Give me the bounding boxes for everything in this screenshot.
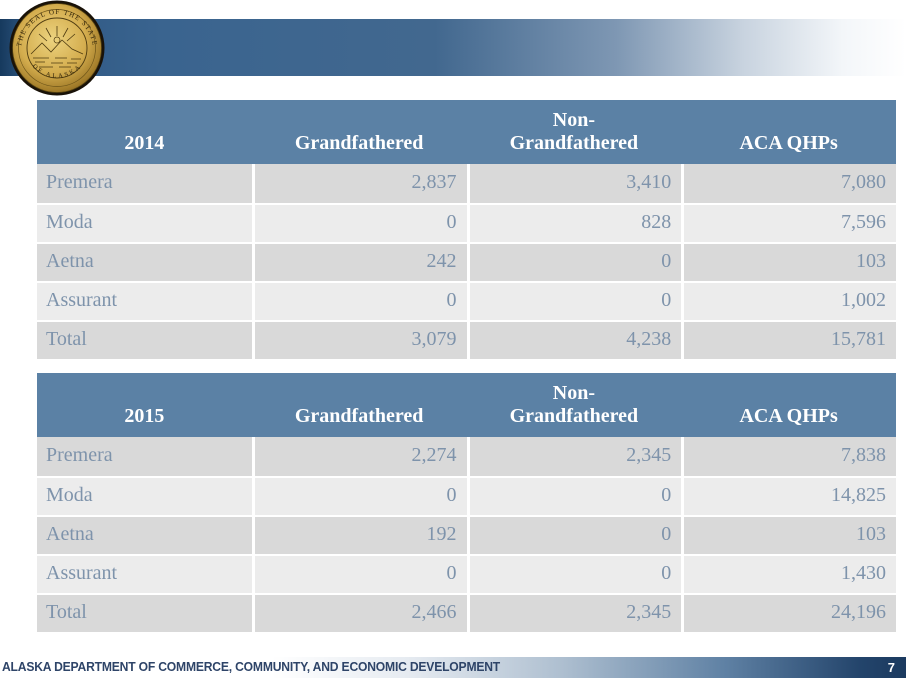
carrier-name-cell: Moda xyxy=(37,203,252,242)
non-grandfathered-column-header: Non- Grandfathered xyxy=(466,373,682,437)
table-2015-body: Premera 2,274 2,345 7,838 Moda 0 0 14,82… xyxy=(37,437,896,632)
non-grandfathered-column-header: Non- Grandfathered xyxy=(466,100,682,164)
grandfathered-value-cell: 2,274 xyxy=(251,437,467,476)
header-row: 2015 Grandfathered Non- Grandfathered AC… xyxy=(37,373,896,437)
aca-qhps-value-cell: 1,002 xyxy=(681,281,896,320)
carrier-name-cell: Aetna xyxy=(37,242,252,281)
aca-qhps-column-header: ACA QHPs xyxy=(681,100,896,164)
table-row-aetna: Aetna 242 0 103 xyxy=(37,242,896,281)
table-row-moda: Moda 0 0 14,825 xyxy=(37,476,896,515)
aca-qhps-value-cell: 7,596 xyxy=(681,203,896,242)
aca-qhps-column-header: ACA QHPs xyxy=(681,373,896,437)
table-row-aetna: Aetna 192 0 103 xyxy=(37,515,896,554)
aca-qhps-total-cell: 15,781 xyxy=(681,320,896,359)
total-label-cell: Total xyxy=(37,593,252,632)
table-row-total: Total 3,079 4,238 15,781 xyxy=(37,320,896,359)
footer-department-name: ALASKA DEPARTMENT OF COMMERCE, COMMUNITY… xyxy=(2,660,501,674)
slide-page-number: 7 xyxy=(887,660,895,675)
table-row-premera: Premera 2,837 3,410 7,080 xyxy=(37,164,896,203)
non-grandfathered-value-cell: 3,410 xyxy=(466,164,682,203)
aca-qhps-value-cell: 7,080 xyxy=(681,164,896,203)
grandfathered-value-cell: 0 xyxy=(251,281,467,320)
table-row-assurant: Assurant 0 0 1,430 xyxy=(37,554,896,593)
carrier-name-cell: Premera xyxy=(37,437,252,476)
non-grandfathered-value-cell: 0 xyxy=(466,515,682,554)
table-2014-body: Premera 2,837 3,410 7,080 Moda 0 828 7,5… xyxy=(37,164,896,359)
grandfathered-total-cell: 2,466 xyxy=(251,593,467,632)
year-header: 2015 xyxy=(37,373,252,437)
table-row-assurant: Assurant 0 0 1,002 xyxy=(37,281,896,320)
non-grandfathered-value-cell: 0 xyxy=(466,554,682,593)
table-row-moda: Moda 0 828 7,596 xyxy=(37,203,896,242)
carrier-name-cell: Aetna xyxy=(37,515,252,554)
aca-qhps-value-cell: 14,825 xyxy=(681,476,896,515)
non-grandfathered-total-cell: 2,345 xyxy=(466,593,682,632)
aca-qhps-value-cell: 103 xyxy=(681,515,896,554)
alaska-state-seal-icon: THE SEAL OF THE STATE OF ALASKA xyxy=(9,0,105,96)
individual-market-table-2015: 2015 Grandfathered Non- Grandfathered AC… xyxy=(37,373,896,632)
alaska-state-seal-graphic: THE SEAL OF THE STATE OF ALASKA xyxy=(9,0,105,96)
grandfathered-value-cell: 2,837 xyxy=(251,164,467,203)
table-2015-header: 2015 Grandfathered Non- Grandfathered AC… xyxy=(37,373,896,437)
grandfathered-value-cell: 0 xyxy=(251,554,467,593)
slide-title-bar xyxy=(0,19,906,76)
non-grandfathered-value-cell: 2,345 xyxy=(466,437,682,476)
non-grandfathered-total-cell: 4,238 xyxy=(466,320,682,359)
grandfathered-value-cell: 0 xyxy=(251,476,467,515)
aca-qhps-value-cell: 103 xyxy=(681,242,896,281)
year-header: 2014 xyxy=(37,100,252,164)
footer-gradient-bar xyxy=(0,657,906,678)
grandfathered-value-cell: 192 xyxy=(251,515,467,554)
non-grandfathered-value-cell: 0 xyxy=(466,242,682,281)
total-label-cell: Total xyxy=(37,320,252,359)
grandfathered-column-header: Grandfathered xyxy=(251,373,467,437)
grandfathered-value-cell: 0 xyxy=(251,203,467,242)
individual-market-table-2014: 2014 Grandfathered Non- Grandfathered AC… xyxy=(37,100,896,359)
carrier-name-cell: Premera xyxy=(37,164,252,203)
non-grandfathered-value-cell: 0 xyxy=(466,476,682,515)
aca-qhps-value-cell: 1,430 xyxy=(681,554,896,593)
header-row: 2014 Grandfathered Non- Grandfathered AC… xyxy=(37,100,896,164)
table-2014-header: 2014 Grandfathered Non- Grandfathered AC… xyxy=(37,100,896,164)
carrier-name-cell: Moda xyxy=(37,476,252,515)
carrier-name-cell: Assurant xyxy=(37,554,252,593)
aca-qhps-total-cell: 24,196 xyxy=(681,593,896,632)
aca-qhps-value-cell: 7,838 xyxy=(681,437,896,476)
grandfathered-total-cell: 3,079 xyxy=(251,320,467,359)
non-grandfathered-value-cell: 828 xyxy=(466,203,682,242)
non-grandfathered-value-cell: 0 xyxy=(466,281,682,320)
table-row-total: Total 2,466 2,345 24,196 xyxy=(37,593,896,632)
grandfathered-column-header: Grandfathered xyxy=(251,100,467,164)
table-row-premera: Premera 2,274 2,345 7,838 xyxy=(37,437,896,476)
carrier-name-cell: Assurant xyxy=(37,281,252,320)
grandfathered-value-cell: 242 xyxy=(251,242,467,281)
